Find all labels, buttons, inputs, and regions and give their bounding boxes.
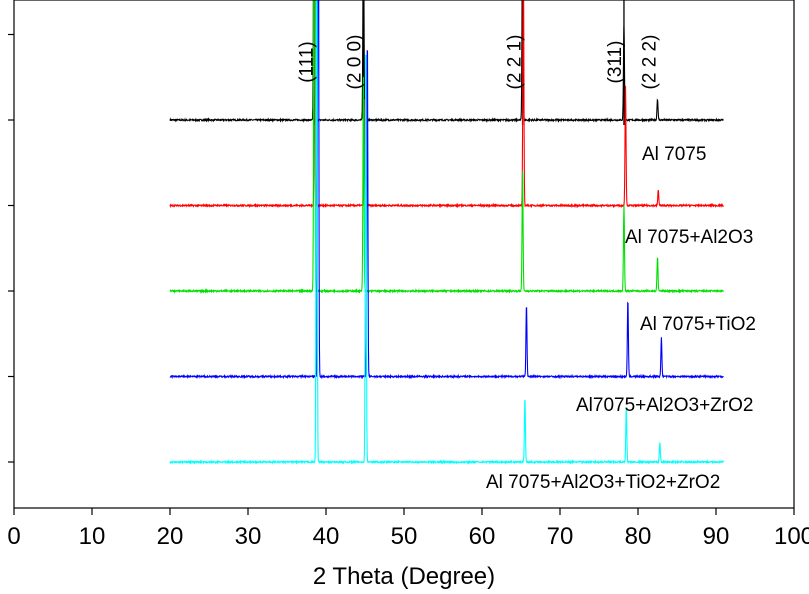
series-line <box>169 0 724 380</box>
x-tick-label: 20 <box>157 523 184 550</box>
peak-label: (111) <box>296 41 317 83</box>
plot-frame <box>13 0 795 509</box>
series-labels: Al 7075 Al 7075+Al2O3 Al 7075+TiO2 Al7075+A… <box>486 144 756 493</box>
x-tick-label: 40 <box>313 523 340 550</box>
series-label: Al 7075+Al2O3 <box>625 227 753 248</box>
peak-label: (2 0 0) <box>344 35 365 90</box>
series-line <box>169 0 724 294</box>
x-axis-title: 2 Theta (Degree) <box>313 563 495 590</box>
x-tick-label: 60 <box>469 523 496 550</box>
peak-label: (2 2 2) <box>640 35 661 90</box>
peak-label: (311) <box>605 41 626 84</box>
series-label: Al 7075+Al2O3+TiO2+ZrO2 <box>486 472 720 493</box>
x-tick-label: 100 <box>774 523 809 550</box>
x-tick-label: 30 <box>235 523 262 550</box>
series-label: Al 7075 <box>642 144 706 165</box>
series-line <box>169 0 724 209</box>
peak-labels: (111) (2 0 0) (2 2 1) (311) (2 2 2) <box>296 35 660 90</box>
x-tick-label: 80 <box>625 523 652 550</box>
y-axis-ticks <box>8 33 14 463</box>
series-line <box>169 0 724 465</box>
x-tick-label: 70 <box>547 523 574 550</box>
x-axis: 0 10 20 30 40 50 60 70 80 90 100 <box>7 508 809 550</box>
series-traces <box>169 0 724 465</box>
x-tick-label: 0 <box>7 523 20 550</box>
series-label: Al 7075+TiO2 <box>640 314 756 335</box>
peak-label: (2 2 1) <box>505 35 526 90</box>
x-tick-label: 10 <box>79 523 106 550</box>
series-label: Al7075+Al2O3+ZrO2 <box>576 395 753 416</box>
x-tick-label: 90 <box>703 523 730 550</box>
x-tick-label: 50 <box>391 523 418 550</box>
series-line <box>169 0 724 123</box>
